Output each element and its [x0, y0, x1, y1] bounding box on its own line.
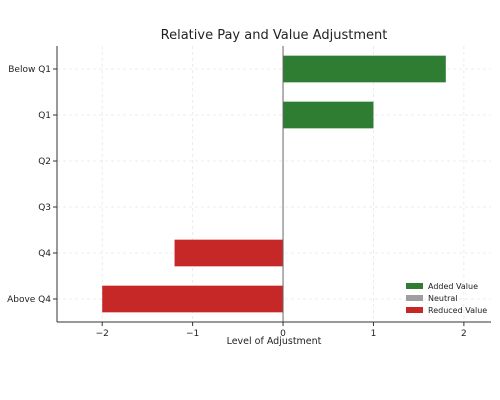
x-tick-label: −2: [96, 329, 109, 339]
x-tick-label: 0: [280, 329, 286, 339]
y-tick-labels: Below Q1 Q1 Q2 Q3 Q4 Above Q4: [7, 65, 57, 305]
y-tick-label: Q3: [38, 203, 51, 213]
bar-q4: [174, 239, 284, 267]
grid: [57, 46, 491, 322]
y-tick-label: Q4: [38, 249, 51, 259]
y-tick-label: Q2: [38, 157, 51, 167]
legend-label: Reduced Value: [428, 306, 487, 315]
legend: Added Value Neutral Reduced Value: [406, 282, 487, 315]
x-tick-label: 1: [371, 329, 377, 339]
legend-swatch: [406, 283, 423, 289]
x-tick-label: 2: [461, 329, 467, 339]
x-tick-labels: −2 −1 0 1 2: [96, 322, 467, 339]
x-tick-label: −1: [186, 329, 199, 339]
bar-below-q1: [283, 55, 446, 83]
legend-swatch: [406, 295, 423, 301]
y-tick-label: Above Q4: [7, 295, 51, 305]
legend-label: Added Value: [428, 282, 478, 291]
bars: [102, 55, 446, 313]
axes: [56, 46, 491, 323]
y-tick-label: Below Q1: [8, 65, 51, 75]
y-tick-label: Q1: [38, 111, 51, 121]
x-axis-label: Level of Adjustment: [227, 336, 322, 347]
legend-label: Neutral: [428, 294, 458, 303]
bar-above-q4: [102, 285, 284, 313]
legend-swatch: [406, 307, 423, 313]
bar-q1: [283, 101, 374, 129]
chart-title: Relative Pay and Value Adjustment: [161, 28, 388, 43]
